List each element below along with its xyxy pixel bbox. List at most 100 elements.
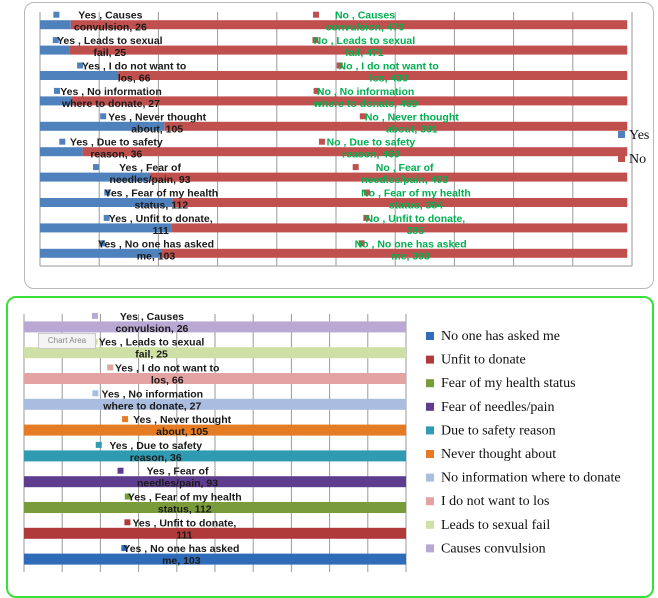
- legend-marker: [426, 450, 434, 458]
- top-data-label-no: No , Leads to sexual fail, 471: [314, 35, 416, 59]
- legend-label: Leads to sexual fail: [441, 518, 550, 533]
- top-data-label-yes: Yes , No one has asked me, 103: [98, 238, 214, 262]
- legend-label: Fear of needles/pain: [441, 400, 555, 415]
- top-data-label-no: No , Fear of my health status, 384: [361, 188, 471, 212]
- bottom-label-marker: [121, 545, 128, 552]
- top-label-marker-no: [336, 62, 343, 69]
- top-bar-no: [171, 223, 628, 233]
- top-data-label-yes: Yes , Leads to sexual fail, 25: [57, 35, 163, 59]
- top-bar-no: [164, 121, 628, 131]
- top-label-marker-yes: [103, 214, 110, 221]
- bottom-bar: [24, 424, 406, 436]
- legend-marker: [426, 520, 434, 529]
- top-data-label-no: No , Never thought about, 391: [365, 111, 459, 135]
- legend-label: Fear of my health status: [441, 376, 576, 391]
- top-label-marker-no: [313, 11, 320, 18]
- bottom-label-marker: [122, 416, 129, 423]
- bottom-data-label: Yes , I do not want to los, 66: [115, 363, 219, 387]
- bottom-data-label: Yes , Unfit to donate, 111: [132, 517, 236, 541]
- legend-label: No information where to donate: [441, 471, 621, 486]
- legend-marker: [426, 544, 434, 553]
- top-data-label-no: No , Causes convulsion, 470: [326, 10, 405, 34]
- bottom-label-marker: [91, 312, 98, 319]
- top-label-marker-yes: [98, 240, 105, 247]
- top-bar-yes: [40, 96, 72, 106]
- top-bar-no: [161, 248, 628, 258]
- bottom-bar: [24, 527, 406, 539]
- legend-marker-no: [618, 155, 625, 162]
- top-label-marker-yes: [104, 189, 111, 196]
- legend-marker: [426, 497, 434, 506]
- top-data-label-yes: Yes , No information where to donate, 27: [60, 86, 162, 110]
- top-data-label-yes: Yes , Fear of needles/pain, 93: [109, 162, 190, 186]
- top-label-marker-yes: [53, 11, 60, 18]
- top-data-label-yes: Yes , Fear of my health status, 112: [104, 188, 218, 212]
- top-bar-yes: [40, 20, 71, 30]
- top-bar-no: [172, 198, 628, 207]
- legend-label: Unfit to donate: [441, 353, 526, 368]
- legend-label: No one has asked me: [441, 329, 560, 344]
- top-label-marker-no: [318, 138, 325, 145]
- bottom-data-label: Yes , No information where to donate, 27: [102, 388, 204, 412]
- top-data-label-no: No , Fear of needles/pain, 403: [361, 162, 448, 186]
- bottom-data-label: Yes , Due to safety reason, 36: [109, 440, 202, 464]
- top-bar-yes: [40, 172, 151, 182]
- top-label-marker-no: [358, 240, 365, 247]
- legend-marker: [426, 473, 434, 482]
- top-label-marker-yes: [100, 113, 107, 120]
- top-label-marker-yes: [77, 62, 84, 69]
- legend-marker: [426, 402, 434, 411]
- legend-label: Due to safety reason: [441, 423, 556, 438]
- top-label-marker-yes: [53, 87, 60, 94]
- top-label-marker-no: [363, 214, 370, 221]
- top-bar-yes: [40, 71, 119, 80]
- top-data-label-no: No , Due to safety reason, 460: [327, 137, 416, 161]
- top-label-marker-yes: [59, 138, 66, 145]
- legend-label-yes: Yes: [629, 128, 649, 143]
- top-label-marker-no: [359, 113, 366, 120]
- bottom-label-marker: [95, 441, 102, 448]
- bottom-bar: [24, 476, 406, 488]
- top-label-marker-yes: [52, 37, 59, 44]
- top-label-marker-no: [363, 189, 370, 196]
- top-data-label-yes: Yes , Never thought about, 105: [108, 111, 207, 135]
- bottom-label-marker: [107, 364, 114, 371]
- bottom-data-label: Yes , Fear of my health status, 112: [128, 492, 242, 516]
- legend-label: Never thought about: [441, 447, 556, 462]
- top-bar-yes: [40, 198, 173, 207]
- bottom-bar: [24, 502, 406, 513]
- bottom-bar: [24, 373, 406, 384]
- legend-label-no: No: [629, 152, 646, 167]
- top-label-marker-no: [352, 164, 359, 171]
- top-data-label-no: No , I do not want to los, 430: [339, 61, 439, 85]
- bottom-data-label: Yes , Leads to sexual fail, 25: [99, 337, 205, 361]
- legend-label: I do not want to los: [441, 494, 550, 509]
- chart-area-tag: Chart Area: [38, 333, 96, 349]
- bottom-bar: [24, 321, 406, 333]
- top-bar-yes: [40, 147, 83, 157]
- top-data-label-no: No , Unfit to donate, 385: [365, 213, 465, 237]
- top-label-marker-yes: [93, 164, 100, 171]
- bottom-label-marker: [124, 493, 131, 500]
- bottom-label-marker: [117, 467, 124, 474]
- bottom-data-label: Yes , Never thought about, 105: [133, 414, 232, 438]
- bottom-data-label: Yes , Fear of needles/pain, 93: [137, 466, 218, 490]
- top-bar-yes: [40, 121, 165, 131]
- top-bar-yes: [40, 223, 172, 233]
- top-bar-yes: [40, 248, 162, 258]
- bottom-label-marker: [92, 390, 99, 397]
- bottom-bar: [24, 553, 406, 565]
- top-data-label-yes: Yes , Causes convulsion, 26: [74, 10, 147, 34]
- top-data-label-yes: Yes , Unfit to donate, 111: [109, 213, 213, 237]
- top-data-label-yes: Yes , I do not want to los, 66: [82, 61, 186, 85]
- legend-marker: [426, 332, 434, 340]
- bottom-bar: [24, 398, 406, 410]
- legend-label: Causes convulsion: [441, 541, 546, 556]
- legend-marker: [426, 355, 434, 364]
- top-bar-no: [69, 45, 628, 55]
- top-data-label-no: No , No one has asked me, 393: [355, 238, 467, 262]
- bottom-bar: [24, 347, 406, 359]
- top-bar-no: [70, 20, 628, 30]
- legend-marker-yes: [618, 131, 625, 138]
